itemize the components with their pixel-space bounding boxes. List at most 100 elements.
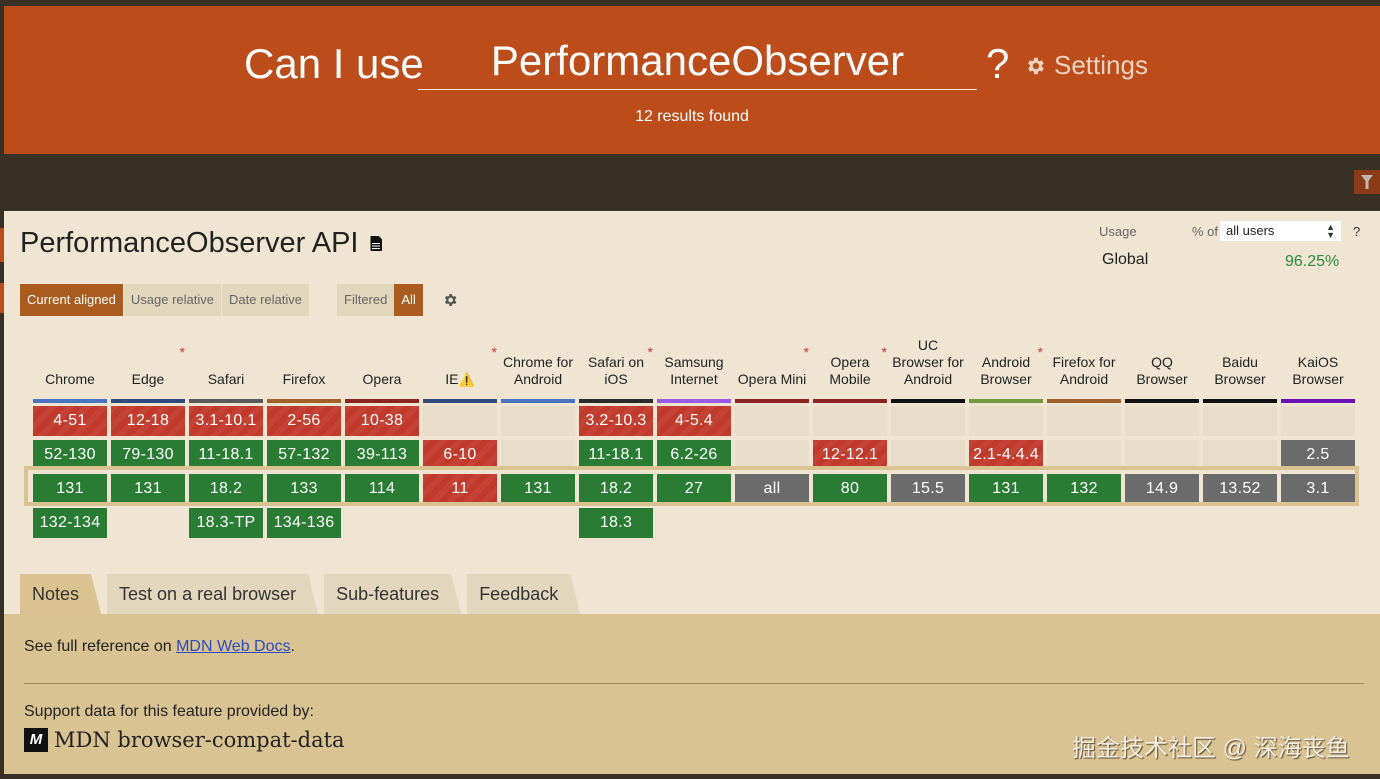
support-cell[interactable]: 131	[111, 474, 185, 504]
support-cell[interactable]: 4-51	[33, 406, 107, 436]
browser-header[interactable]: Opera Mini *	[735, 322, 809, 398]
browser-header[interactable]: Chrome for Android	[501, 322, 575, 398]
filter-filtered[interactable]: Filtered	[337, 284, 395, 316]
support-cell[interactable]: 18.2	[189, 474, 263, 504]
support-cell[interactable]: 57-132	[267, 440, 341, 470]
select-arrows-icon: ▲ ▼	[1326, 222, 1335, 240]
filter-all[interactable]: All	[394, 284, 423, 316]
browser-name: Safari on iOS	[587, 354, 645, 387]
browser-name: Opera Mini	[737, 371, 807, 387]
support-cell[interactable]: 131	[33, 474, 107, 504]
browser-color-bar	[501, 399, 575, 403]
support-cell[interactable]: 15.5	[891, 474, 965, 504]
support-cell[interactable]: 39-113	[345, 440, 419, 470]
browser-header[interactable]: QQ Browser	[1125, 322, 1199, 398]
watermark: 掘金技术社区 @ 深海丧鱼	[1072, 735, 1350, 762]
browser-header[interactable]: Edge *	[111, 322, 185, 398]
support-cell[interactable]: 52-130	[33, 440, 107, 470]
support-cell	[423, 406, 497, 436]
filter-button[interactable]	[1354, 170, 1380, 194]
settings-button[interactable]: Settings	[1024, 50, 1148, 81]
browser-header[interactable]: Firefox for Android	[1047, 322, 1121, 398]
side-marker	[0, 283, 4, 313]
toolbar-band	[0, 154, 1380, 211]
support-cell[interactable]: 79-130	[111, 440, 185, 470]
support-cell[interactable]: 132	[1047, 474, 1121, 504]
support-cell[interactable]: 10-38	[345, 406, 419, 436]
tab-sub-features[interactable]: Sub-features	[324, 574, 461, 614]
asterisk-icon: *	[881, 344, 887, 360]
tab-feedback[interactable]: Feedback	[467, 574, 580, 614]
browser-header[interactable]: Samsung Internet	[657, 322, 731, 398]
support-cell[interactable]: 11-18.1	[189, 440, 263, 470]
usage-select[interactable]: all users ▲ ▼	[1220, 221, 1341, 241]
search-field[interactable]	[418, 34, 977, 90]
gear-icon[interactable]	[442, 292, 458, 308]
view-current-aligned[interactable]: Current aligned	[20, 284, 124, 316]
gear-icon	[1028, 57, 1044, 74]
support-cell[interactable]: all	[735, 474, 809, 504]
browser-color-bar	[891, 399, 965, 403]
browser-header[interactable]: Safari on iOS *	[579, 322, 653, 398]
browser-header[interactable]: Opera Mobile *	[813, 322, 887, 398]
view-mode-toggle: Current aligned Usage relative Date rela…	[20, 284, 310, 316]
search-input[interactable]	[418, 34, 977, 88]
support-cell[interactable]: 4-5.4	[657, 406, 731, 436]
browser-header[interactable]: IE ⚠️ *	[423, 322, 497, 398]
support-cell	[891, 440, 965, 470]
support-cell[interactable]: 132-134	[33, 508, 107, 538]
support-cell[interactable]: 2.1-4.4.4	[969, 440, 1043, 470]
support-cell[interactable]: 11	[423, 474, 497, 504]
browser-header[interactable]: Android Browser *	[969, 322, 1043, 398]
support-cell	[1203, 440, 1277, 470]
support-cell[interactable]: 14.9	[1125, 474, 1199, 504]
support-cell[interactable]: 80	[813, 474, 887, 504]
support-cell[interactable]: 6.2-26	[657, 440, 731, 470]
support-cell[interactable]: 27	[657, 474, 731, 504]
browser-header[interactable]: KaiOS Browser	[1281, 322, 1355, 398]
mdn-label: MDN browser-compat-data	[54, 728, 345, 752]
browser-name: Baidu Browser	[1214, 354, 1266, 387]
support-cell[interactable]: 6-10	[423, 440, 497, 470]
browser-header[interactable]: Opera	[345, 322, 419, 398]
view-date-relative[interactable]: Date relative	[222, 284, 310, 316]
support-cell[interactable]: 3.1	[1281, 474, 1355, 504]
view-usage-relative[interactable]: Usage relative	[123, 284, 222, 316]
support-cell	[891, 406, 965, 436]
support-cell[interactable]: 13.52	[1203, 474, 1277, 504]
browser-header[interactable]: Baidu Browser	[1203, 322, 1277, 398]
browser-header[interactable]: Safari	[189, 322, 263, 398]
browser-name: Firefox	[282, 371, 326, 387]
support-cell[interactable]: 12-18	[111, 406, 185, 436]
support-cell[interactable]: 2-56	[267, 406, 341, 436]
support-cell	[1125, 440, 1199, 470]
support-cell[interactable]: 131	[501, 474, 575, 504]
browser-name: Chrome	[45, 371, 95, 387]
browser-header[interactable]: Firefox	[267, 322, 341, 398]
browser-header[interactable]: UC Browser for Android	[891, 322, 965, 398]
support-cell[interactable]: 131	[969, 474, 1043, 504]
browser-color-bar	[579, 399, 653, 403]
mdn-compat-data-link[interactable]: M MDN browser-compat-data	[24, 728, 345, 752]
support-cell	[735, 440, 809, 470]
browser-color-bar	[1125, 399, 1199, 403]
support-cell[interactable]: 133	[267, 474, 341, 504]
browser-header[interactable]: Chrome	[33, 322, 107, 398]
support-cell[interactable]: 18.3-TP	[189, 508, 263, 538]
support-cell[interactable]: 12-12.1	[813, 440, 887, 470]
support-cell	[1203, 406, 1277, 436]
usage-help[interactable]: ?	[1353, 224, 1361, 239]
tab-test-real-browser[interactable]: Test on a real browser	[107, 574, 318, 614]
browser-color-bar	[33, 399, 107, 403]
support-cell[interactable]: 2.5	[1281, 440, 1355, 470]
tab-notes[interactable]: Notes	[20, 574, 101, 614]
support-cell[interactable]: 11-18.1	[579, 440, 653, 470]
document-icon[interactable]	[370, 236, 383, 251]
support-cell[interactable]: 3.2-10.3	[579, 406, 653, 436]
support-cell[interactable]: 3.1-10.1	[189, 406, 263, 436]
mdn-web-docs-link[interactable]: MDN Web Docs	[176, 638, 291, 655]
support-cell[interactable]: 18.2	[579, 474, 653, 504]
support-cell[interactable]: 114	[345, 474, 419, 504]
support-cell[interactable]: 134-136	[267, 508, 341, 538]
support-cell[interactable]: 18.3	[579, 508, 653, 538]
